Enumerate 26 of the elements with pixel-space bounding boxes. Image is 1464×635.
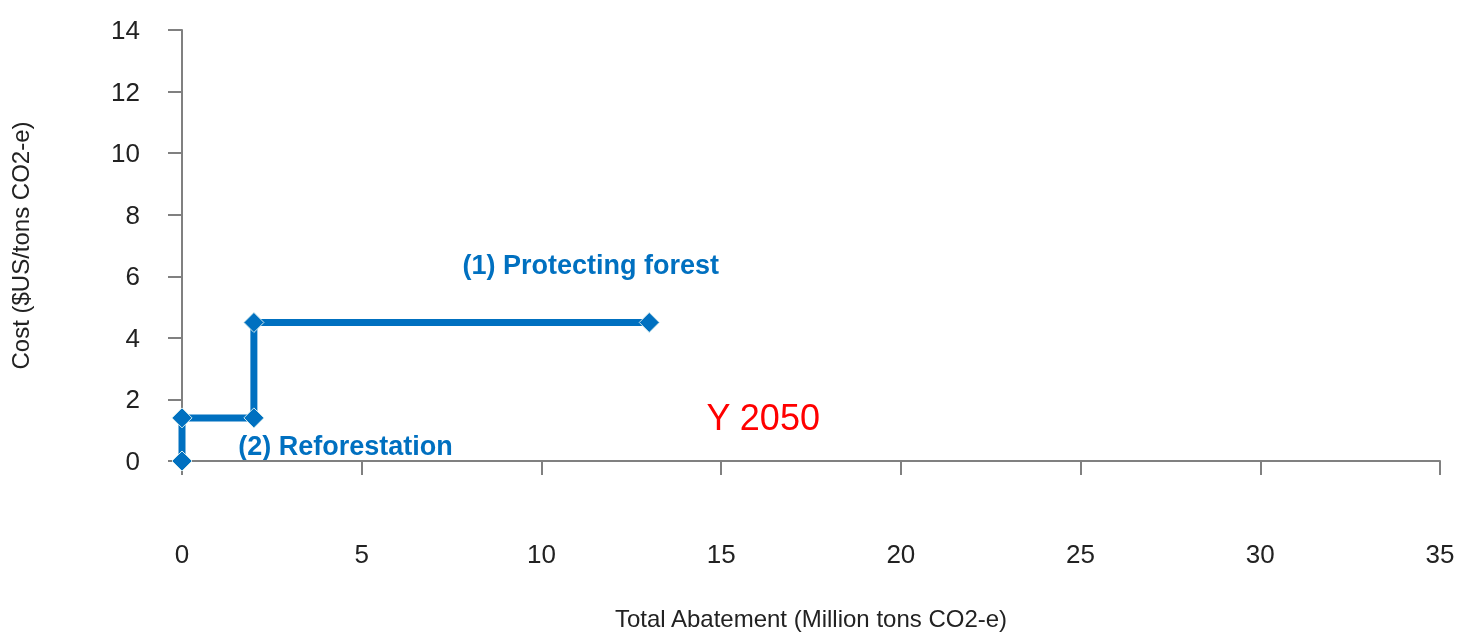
x-tick-label: 30 bbox=[1245, 539, 1275, 569]
annotation: (2) Reforestation bbox=[238, 430, 453, 461]
y-tick-label: 6 bbox=[125, 261, 140, 292]
point bbox=[243, 311, 265, 333]
x-tick-label: 0 bbox=[174, 539, 190, 569]
annotation: (1) Protecting forest bbox=[462, 249, 720, 280]
x-tick-label: 5 bbox=[354, 539, 369, 569]
point bbox=[171, 407, 193, 429]
y-tick-label: 12 bbox=[111, 76, 140, 107]
x-tick-label: 20 bbox=[886, 539, 916, 569]
y-tick-label: 8 bbox=[125, 199, 140, 230]
annotation: Y 2050 bbox=[706, 397, 820, 439]
y-tick-label: 4 bbox=[125, 322, 140, 353]
y-axis-title: Cost ($US/tons CO2-e) bbox=[6, 121, 34, 370]
y-tick-label: 10 bbox=[111, 138, 140, 169]
y-tick-label: 2 bbox=[125, 384, 140, 415]
y-tick-label: 0 bbox=[125, 446, 140, 476]
x-tick-label: 35 bbox=[1425, 539, 1455, 569]
point bbox=[243, 407, 265, 429]
x-axis-title: Total Abatement (Million tons CO2-e) bbox=[614, 604, 1008, 632]
y-tick-label: 14 bbox=[111, 15, 140, 45]
x-tick-label: 25 bbox=[1066, 539, 1096, 569]
point bbox=[638, 311, 660, 333]
point bbox=[171, 450, 193, 472]
x-tick-label: 15 bbox=[706, 539, 736, 569]
x-tick-label: 10 bbox=[526, 539, 556, 569]
